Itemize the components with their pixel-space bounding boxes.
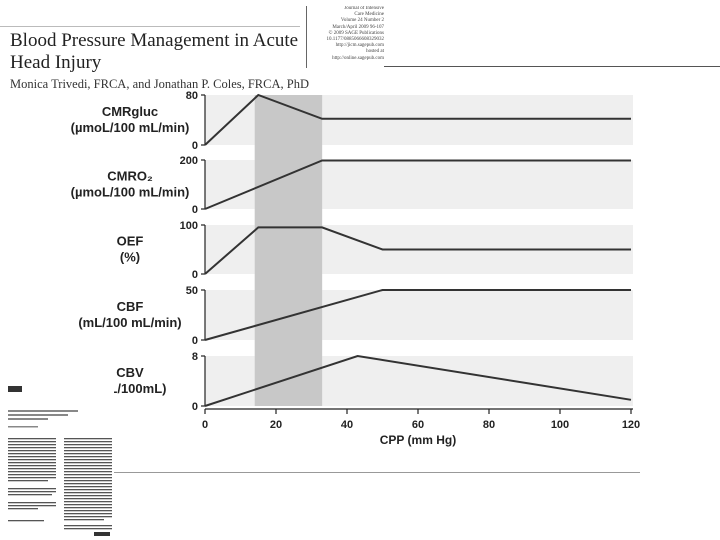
y-tick-label: 8: [192, 351, 198, 363]
panel-unit-label: (µmoL/100 mL/min): [71, 120, 190, 135]
series-line: [204, 93, 631, 146]
panel-label: CBF: [117, 299, 144, 314]
panel-unit-label: (%): [120, 250, 140, 265]
y-tick-label: 80: [186, 90, 198, 102]
journal-line: Journal of Intensive: [344, 6, 384, 11]
x-tick-label: 40: [341, 419, 353, 431]
panel-label: OEF: [117, 234, 144, 249]
paper-authors: Monica Trivedi, FRCA, and Jonathan P. Co…: [10, 77, 309, 91]
paper-thumbnail: [6, 380, 114, 538]
y-tick-label: 50: [186, 285, 198, 297]
header-rule: [0, 26, 300, 27]
panel-unit-label: (µmoL/100 mL/min): [71, 185, 190, 200]
header-rule-right: [384, 66, 720, 67]
panel-label: CMRO₂: [107, 169, 153, 184]
y-tick-label: 0: [192, 269, 198, 281]
y-tick-label: 100: [180, 220, 198, 232]
panel-label: CMRgluc: [102, 104, 158, 119]
x-tick-label: 60: [412, 419, 424, 431]
y-tick-label: 0: [192, 335, 198, 347]
x-tick-label: 80: [483, 419, 495, 431]
journal-line: hosted at: [366, 49, 384, 55]
x-tick-label: 0: [202, 419, 208, 431]
x-tick-label: 20: [270, 419, 282, 431]
journal-line: © 2009 SAGE Publications: [328, 30, 384, 36]
series-line: [204, 289, 631, 341]
series-line: [204, 226, 631, 275]
journal-line: Care Medicine: [354, 12, 384, 18]
paper-title: Blood Pressure Management in Acute Head …: [10, 30, 299, 73]
y-tick-label: 200: [180, 155, 198, 167]
journal-info-box: Journal of Intensive Care Medicine Volum…: [306, 6, 384, 68]
shaded-region: [254, 95, 323, 406]
x-tick-label: 120: [622, 419, 640, 431]
panel-label: CBV: [116, 365, 144, 380]
journal-line: http://online.sagepub.com: [332, 55, 384, 61]
y-tick-label: 0: [192, 140, 198, 152]
series-line: [204, 159, 631, 210]
panel-unit-label: (mL/100 mL/min): [78, 315, 181, 330]
journal-line: 10.1177/0885066608329032: [326, 37, 384, 43]
bottom-rule: [112, 472, 640, 473]
x-tick-label: 100: [551, 419, 569, 431]
y-tick-label: 0: [192, 204, 198, 216]
journal-line: Volume 24 Number 2: [340, 18, 384, 24]
y-tick-label: 0: [192, 401, 198, 413]
journal-line: March/April 2009 96-107: [332, 24, 384, 30]
journal-line: http://jicm.sagepub.com: [335, 43, 384, 49]
series-line: [204, 354, 632, 407]
x-axis-label: CPP (mm Hg): [380, 433, 456, 447]
